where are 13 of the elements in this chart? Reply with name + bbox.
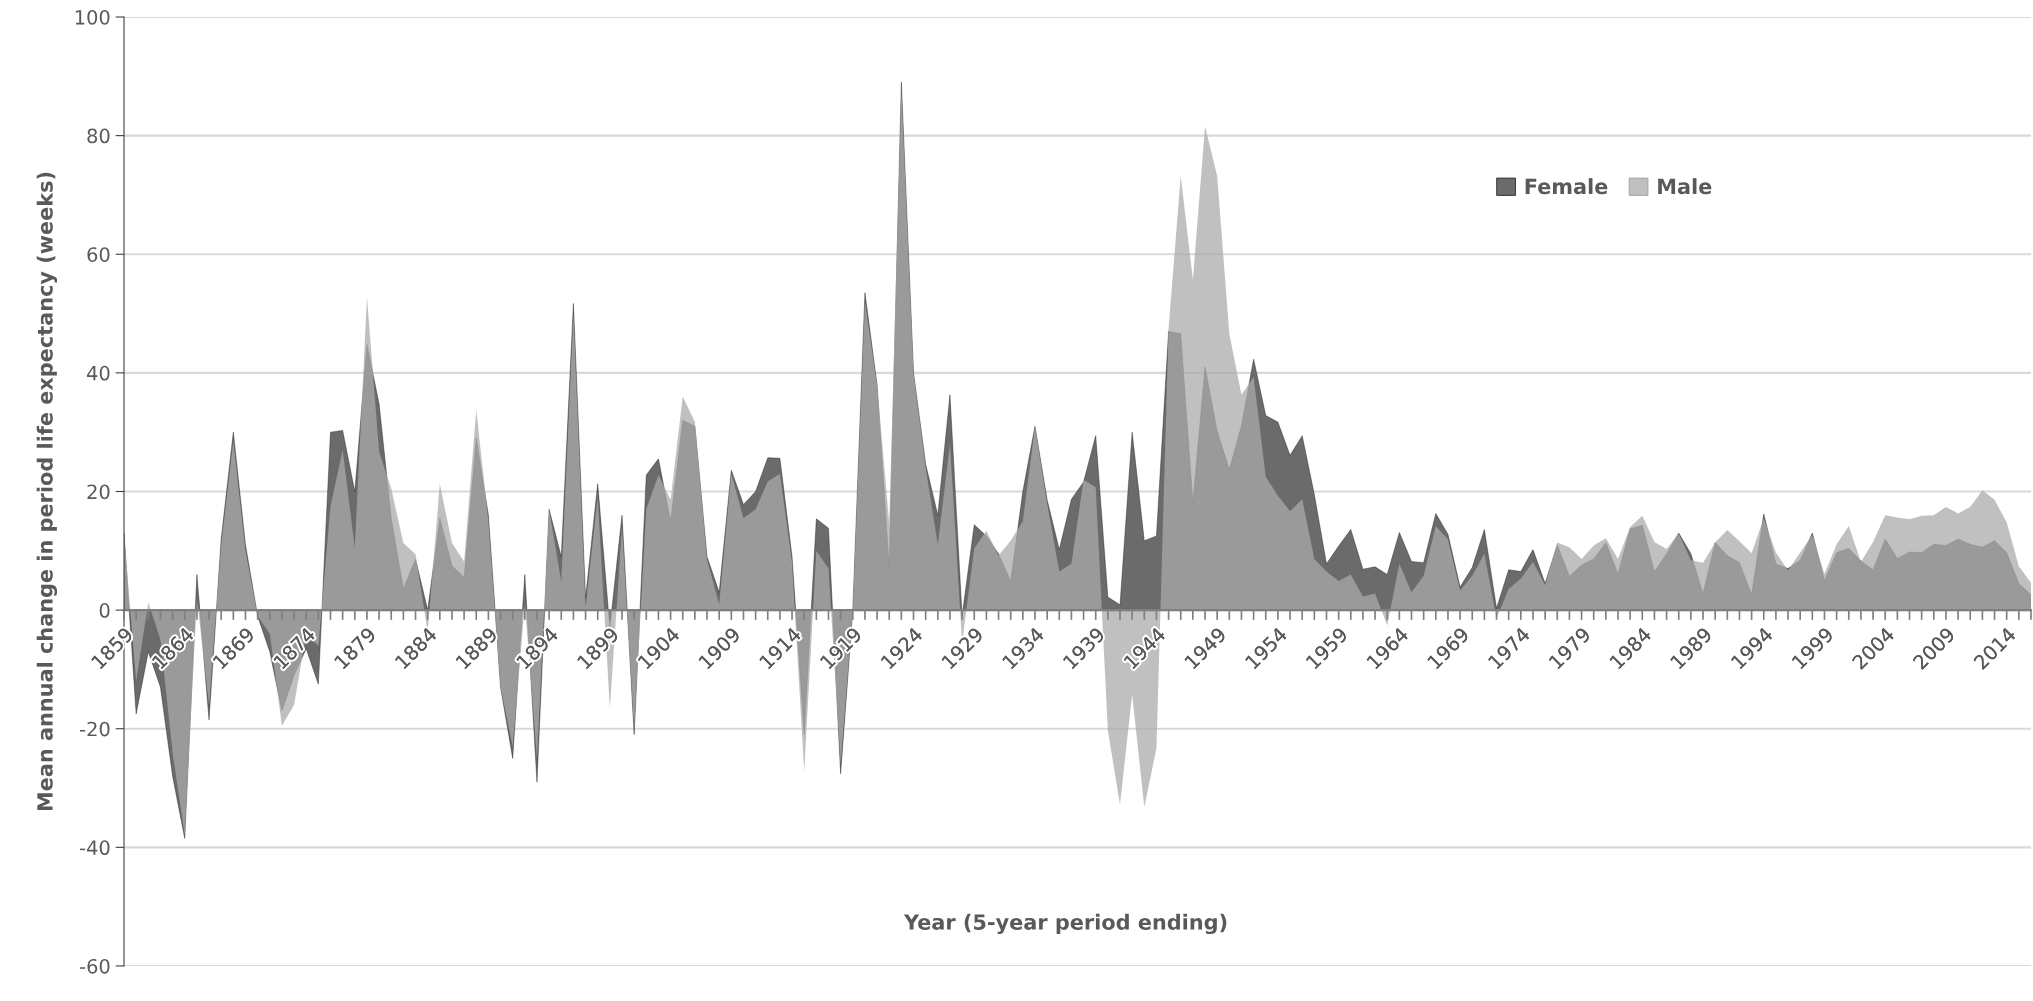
legend-label: Male	[1658, 178, 1712, 195]
y-tick-label: -60	[80, 958, 110, 974]
x-axis-title: Year (5-year period ending)	[903, 913, 1227, 935]
legend-label: Female	[1525, 178, 1608, 195]
y-tick-label: -20	[80, 721, 110, 737]
y-tick-label: 100	[75, 9, 110, 25]
y-tick-label: 0	[99, 603, 110, 618]
y-tick-label: 80	[87, 128, 110, 144]
y-axis-title: Mean annual change in period life expectancy (weeks)	[36, 172, 58, 811]
y-tick-label: 40	[87, 365, 110, 381]
y-tick-label: -40	[80, 840, 110, 856]
y-tick-label: 20	[87, 484, 110, 500]
y-tick-label: 60	[87, 247, 110, 262]
